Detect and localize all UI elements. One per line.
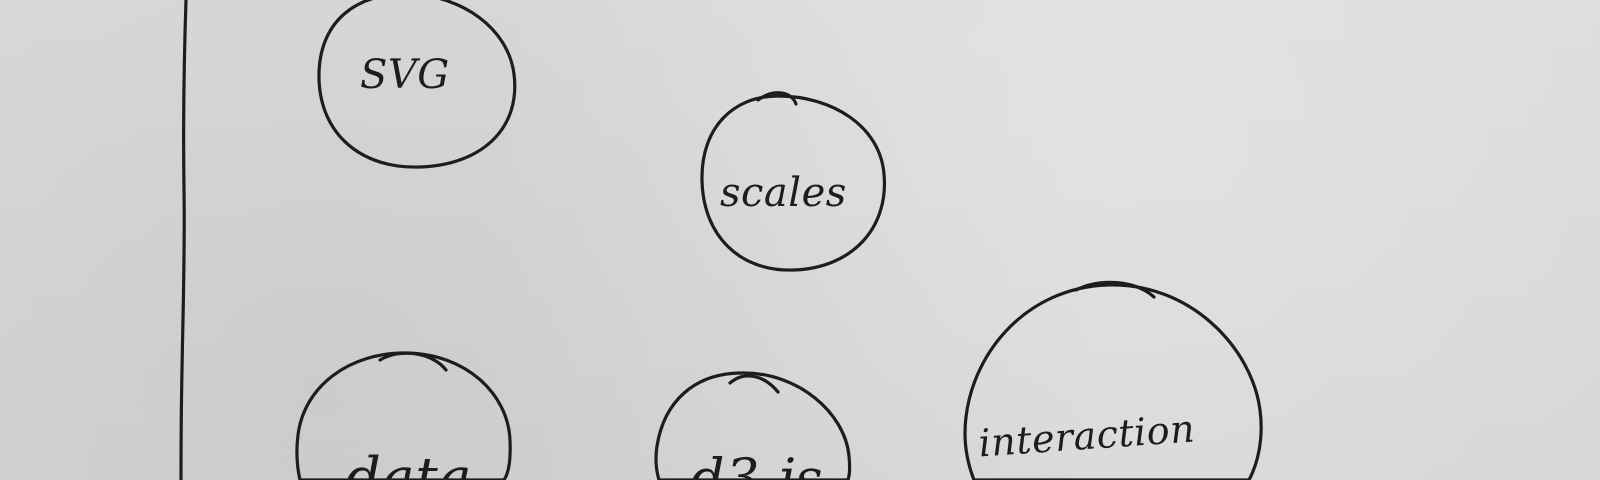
scales-circle xyxy=(700,94,887,272)
interaction-label: interaction xyxy=(977,406,1196,465)
interaction-circle xyxy=(963,283,1263,480)
data-label: data xyxy=(345,446,472,480)
svg-label: SVG xyxy=(360,52,450,98)
d3-label: d3.js xyxy=(690,447,823,480)
data-circle xyxy=(295,351,512,480)
svg-circle xyxy=(317,0,517,169)
d3-circle-overlap xyxy=(728,374,780,394)
interaction-circle-overlap xyxy=(1074,280,1156,299)
data-circle-overlap xyxy=(378,351,448,372)
scales-label: scales xyxy=(720,170,847,216)
scales-circle-overlap xyxy=(756,91,798,106)
vertical-line xyxy=(179,0,188,480)
d3-circle xyxy=(654,371,852,480)
